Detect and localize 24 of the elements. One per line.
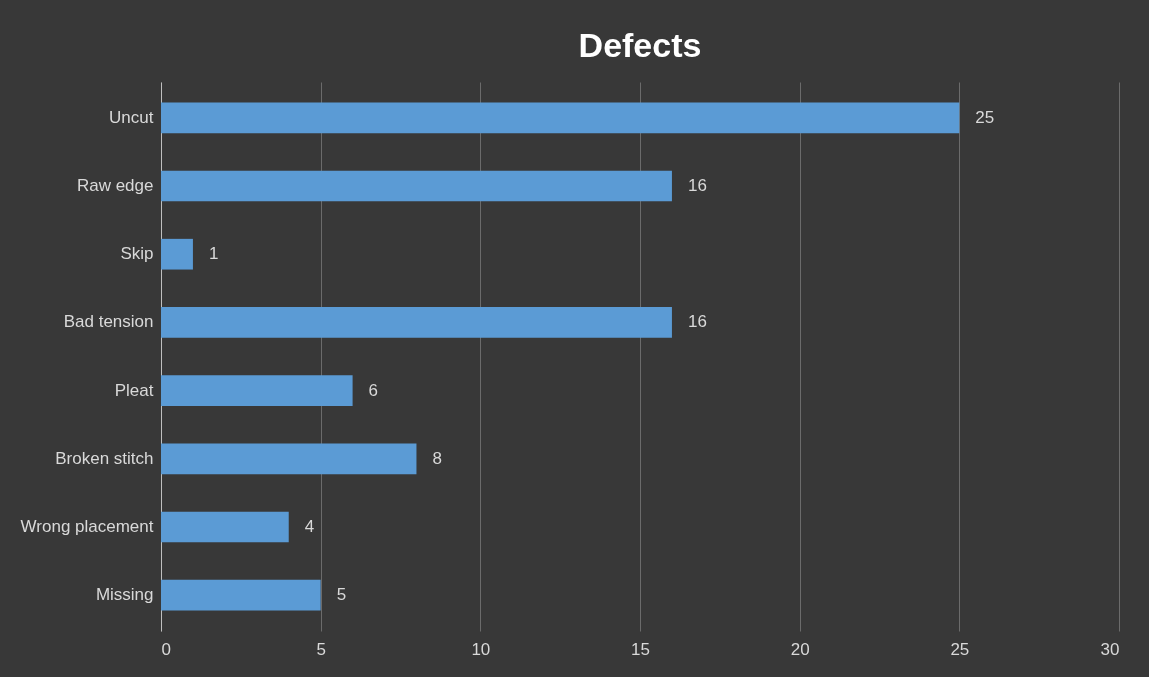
y-tick-label: Broken stitch (55, 448, 154, 468)
y-tick-label: Uncut (109, 107, 154, 127)
x-tick-label: 30 (1100, 639, 1120, 659)
x-tick-label: 25 (950, 639, 970, 659)
data-label: 1 (208, 244, 219, 264)
data-label: 5 (336, 585, 347, 605)
y-tick-label: Pleat (114, 380, 154, 400)
data-label: 16 (687, 312, 707, 332)
y-tick-label: Skip (120, 244, 154, 264)
data-label: 16 (687, 176, 707, 195)
x-tick-label: 10 (471, 639, 491, 659)
y-tick-label: Bad tension (63, 312, 154, 332)
y-tick-label: Wrong placement (20, 517, 154, 536)
data-label: 4 (304, 517, 315, 536)
x-tick-label: 0 (161, 639, 171, 659)
x-tick-label: 20 (790, 639, 810, 659)
x-tick-label: 5 (316, 639, 326, 659)
data-label: 25 (975, 107, 995, 127)
data-label: 6 (368, 380, 379, 400)
chart-title: Defects (578, 26, 702, 64)
x-tick-label: 15 (631, 639, 650, 659)
y-tick-label: Missing (95, 585, 154, 605)
data-label: 8 (432, 448, 442, 468)
y-tick-label: Raw edge (76, 176, 154, 195)
